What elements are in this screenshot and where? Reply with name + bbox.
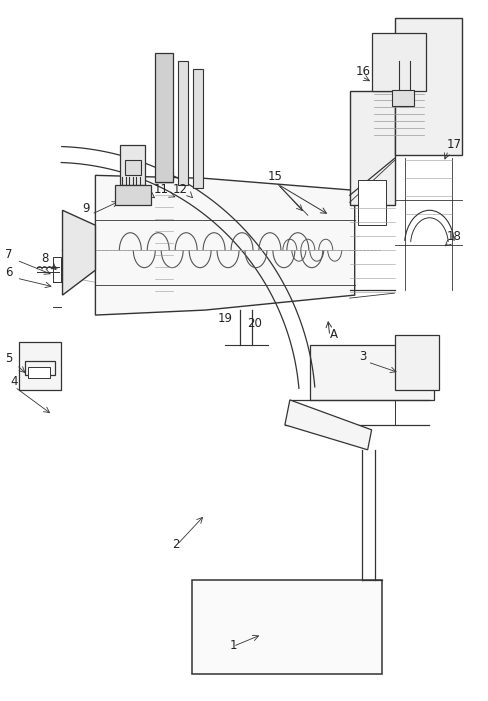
Bar bbox=[53, 257, 61, 282]
Bar bbox=[395, 18, 462, 156]
Bar bbox=[59, 260, 77, 278]
Text: 11: 11 bbox=[153, 184, 168, 196]
Bar bbox=[28, 367, 50, 378]
Bar bbox=[121, 145, 145, 185]
Bar bbox=[358, 180, 386, 225]
Text: 3: 3 bbox=[360, 350, 367, 363]
Text: 17: 17 bbox=[447, 138, 462, 151]
Bar bbox=[395, 335, 439, 390]
Bar bbox=[115, 185, 151, 205]
Bar bbox=[398, 343, 432, 385]
Bar bbox=[391, 90, 413, 107]
Bar bbox=[193, 69, 203, 189]
Bar bbox=[192, 580, 382, 674]
Text: 8: 8 bbox=[41, 252, 49, 265]
Text: 19: 19 bbox=[218, 312, 233, 325]
Bar bbox=[24, 361, 55, 375]
Bar bbox=[155, 53, 173, 182]
Text: 12: 12 bbox=[173, 184, 188, 196]
Polygon shape bbox=[96, 175, 355, 315]
Text: 4: 4 bbox=[11, 375, 18, 388]
Bar bbox=[310, 345, 434, 400]
Text: 5: 5 bbox=[5, 352, 13, 365]
Text: 6: 6 bbox=[5, 266, 13, 279]
Text: 20: 20 bbox=[247, 317, 262, 330]
Text: 1: 1 bbox=[230, 639, 238, 653]
Text: 16: 16 bbox=[356, 64, 371, 78]
Polygon shape bbox=[62, 210, 96, 295]
Bar bbox=[372, 33, 427, 90]
Polygon shape bbox=[285, 400, 372, 450]
Text: 18: 18 bbox=[447, 230, 461, 243]
Bar bbox=[405, 355, 427, 370]
Text: A: A bbox=[330, 328, 338, 341]
Bar bbox=[350, 90, 395, 205]
Bar bbox=[19, 342, 61, 390]
Text: 10: 10 bbox=[133, 184, 148, 196]
Bar bbox=[178, 60, 188, 185]
Text: 15: 15 bbox=[268, 170, 283, 184]
Text: 7: 7 bbox=[5, 248, 13, 261]
Text: 9: 9 bbox=[82, 203, 90, 215]
Bar bbox=[125, 161, 142, 175]
Text: 2: 2 bbox=[172, 538, 180, 550]
